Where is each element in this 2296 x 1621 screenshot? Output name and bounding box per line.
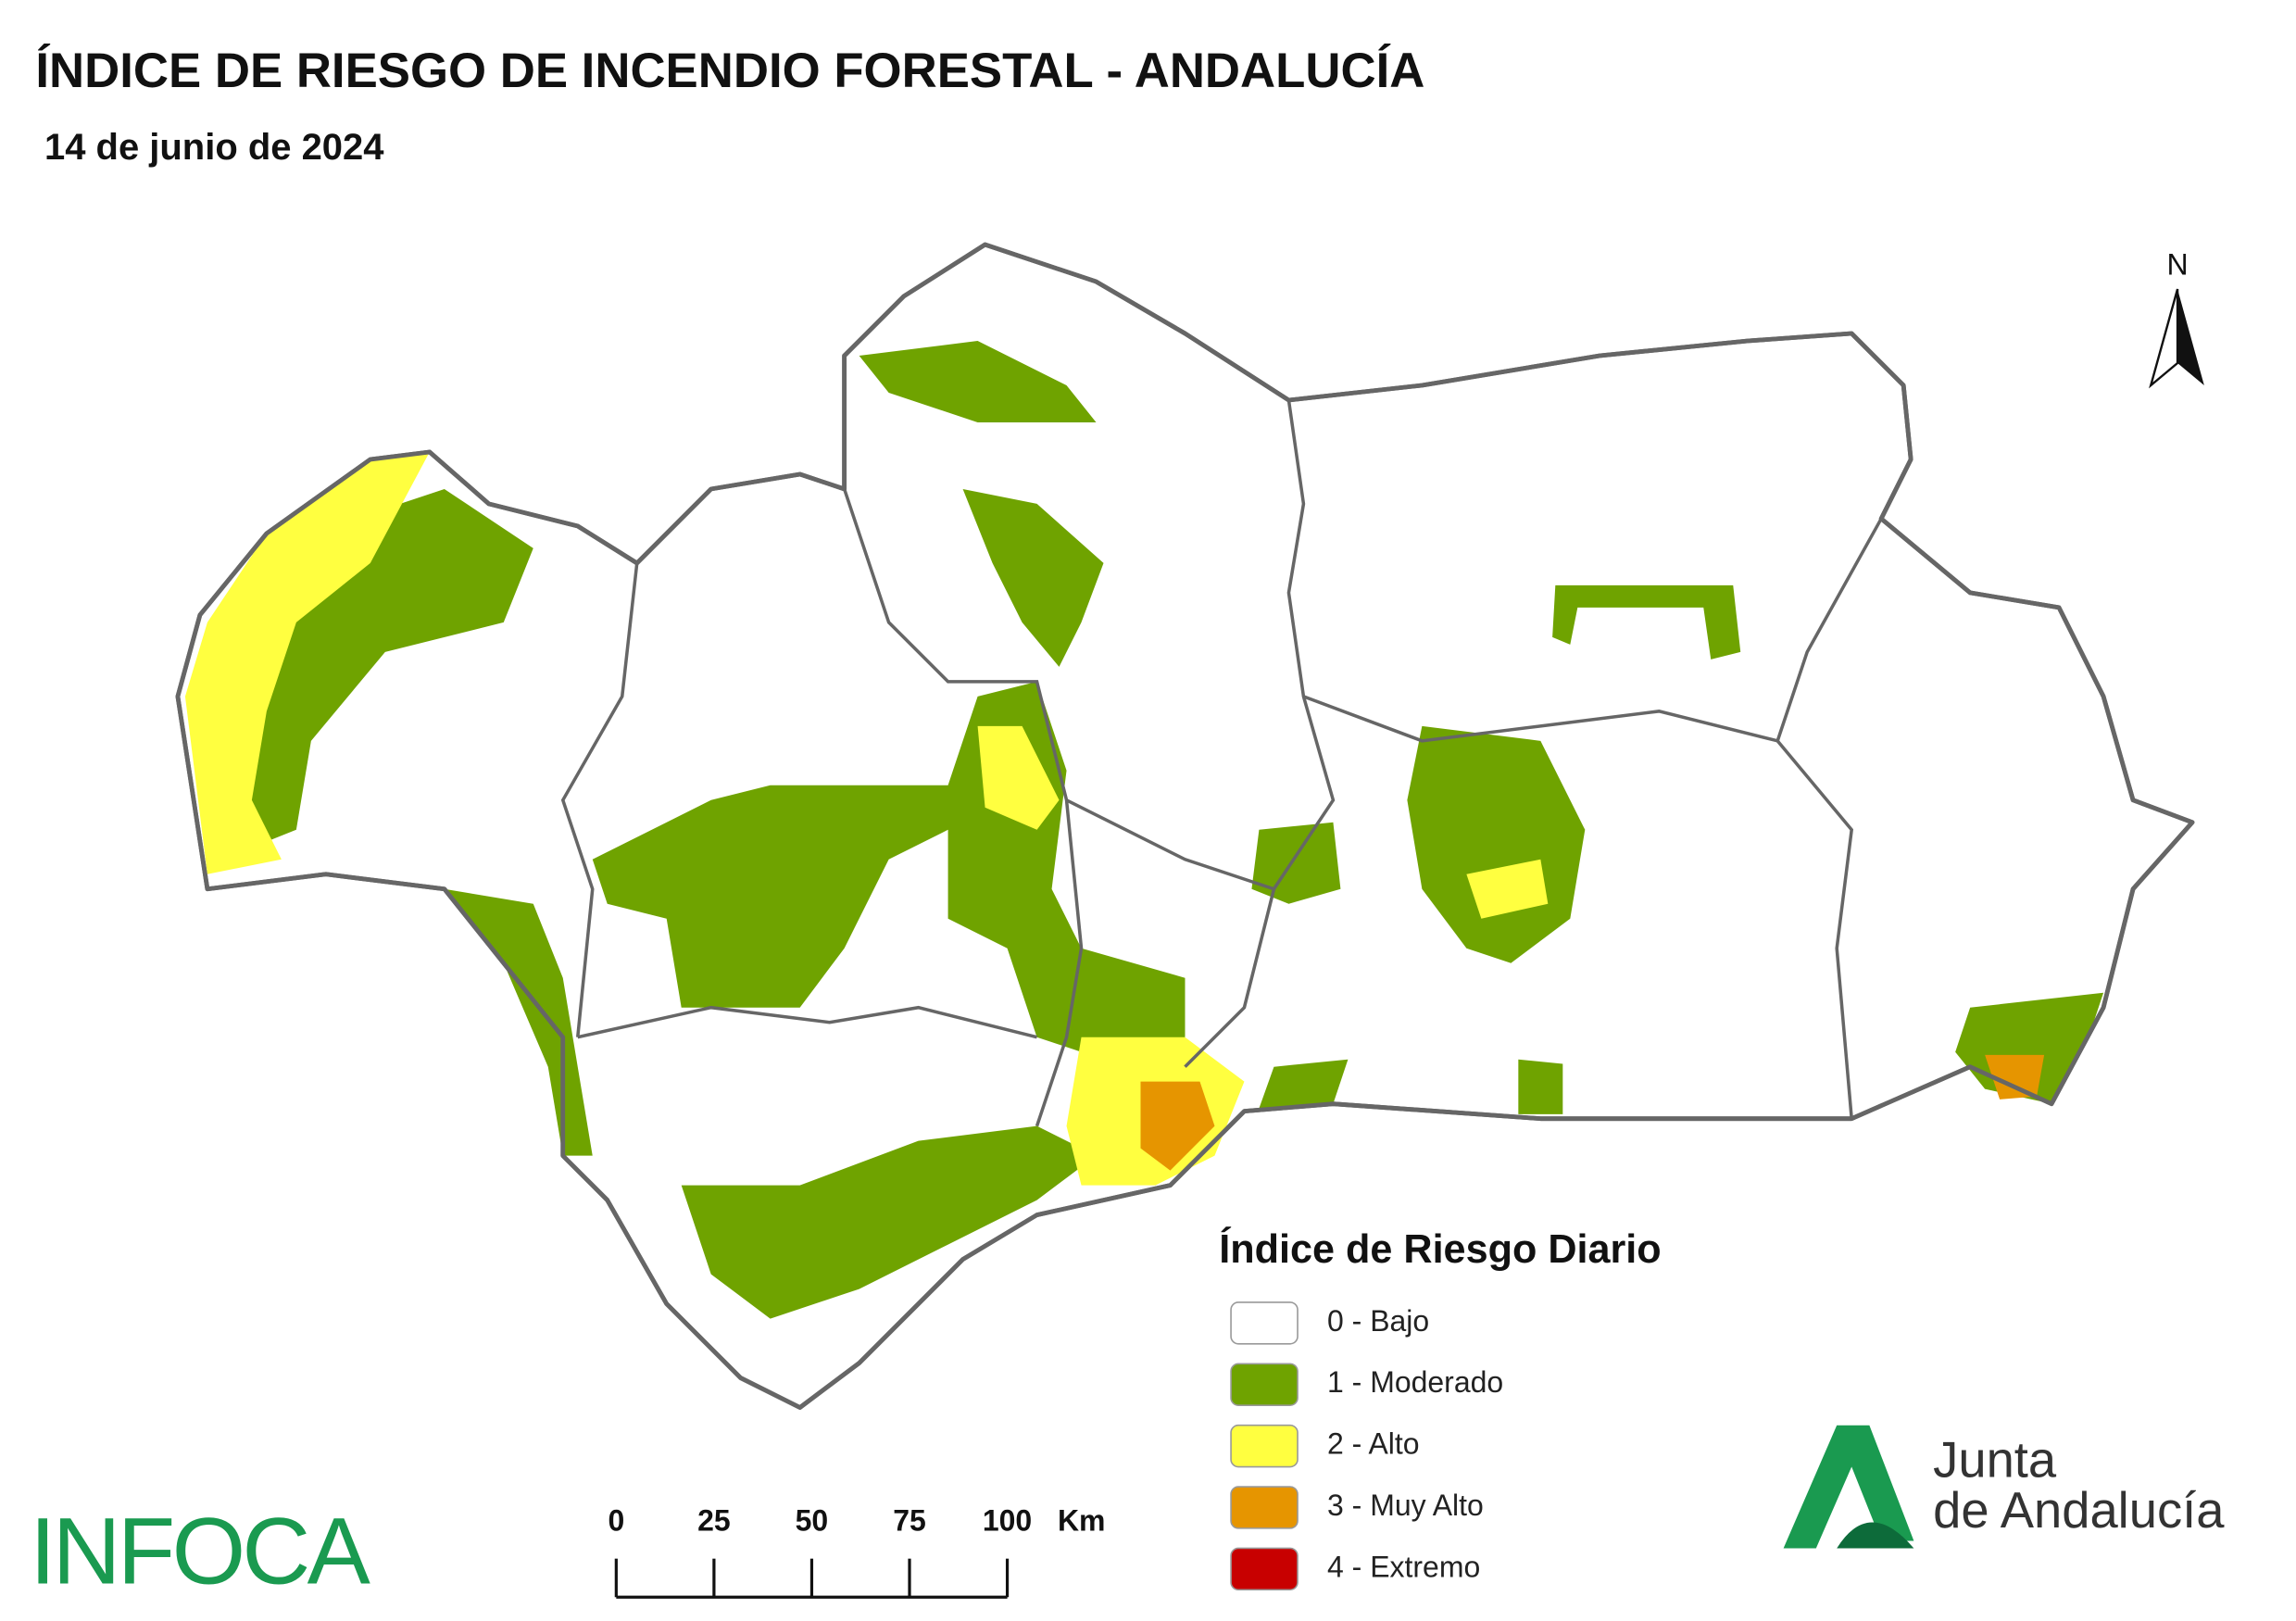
moderate-area [1552,584,1741,660]
moderate-area [1518,1059,1563,1114]
legend-label: 4 - Extremo [1327,1550,1480,1583]
province-borders [560,399,1883,1127]
moderate-area [444,888,593,1156]
very-high-area [1140,1081,1215,1171]
scale-bar-label: 100 [983,1504,1032,1538]
legend-label: 1 - Moderado [1327,1365,1503,1399]
junta-name: de Andalucía [1933,1482,2225,1539]
legend-swatch [1230,1547,1299,1591]
scale-bar-label: 25 [697,1504,731,1538]
legend-swatch [1230,1363,1299,1406]
legend-label: 2 - Alto [1327,1427,1420,1461]
region-outline-stroke [175,242,2195,1410]
scale-bar: 0 25 50 75 100 Km [608,1504,1106,1599]
province-border [1184,399,1336,1068]
legend-label: 0 - Bajo [1327,1304,1429,1338]
province-border [560,562,639,1037]
scale-bar-label: 75 [893,1504,926,1538]
moderate-area [1251,822,1341,904]
scale-bar-label: 50 [796,1504,829,1538]
junta-name: Junta [1933,1432,2057,1489]
moderate-area [1259,1059,1349,1109]
high-area [184,451,430,874]
legend-swatch [1230,1301,1299,1345]
north-label: N [2167,247,2189,281]
province-border [1302,518,1883,743]
date: 14 de junio de 2024 [44,127,384,168]
high-area [977,725,1060,830]
province-border [1775,739,1854,1119]
risk-areas [184,341,2104,1319]
infoca-logo: INFOCA [30,1498,371,1604]
junta-logo-mark [1837,1522,1914,1549]
province-border [842,488,1084,1127]
legend-swatch [1230,1486,1299,1529]
title: ÍNDICE DE RIESGO DE INCENDIO FORESTAL - … [35,43,1424,98]
moderate-area [962,488,1104,667]
scale-bar-unit: Km [1058,1504,1106,1538]
junta-logo-mark [1783,1425,1914,1549]
legend-label: 3 - Muy Alto [1327,1489,1484,1522]
very-high-area [1985,1054,2045,1100]
north-arrow-left [2149,288,2179,389]
high-area [1466,859,1549,919]
region-map [175,242,2195,1410]
legend-swatch [1230,1424,1299,1468]
moderate-area [681,1125,1097,1319]
province-border [577,1005,1037,1039]
legend-title: Índice de Riesgo Diario [1219,1227,1661,1272]
province-border [1065,798,1275,891]
moderate-area [859,341,1097,422]
scale-bar-label: 0 [608,1504,624,1538]
legend: 0 - Bajo 1 - Moderado 2 - Alto 3 - Muy Alto… [1230,1301,1503,1591]
junta-logo: Junta de Andalucía [1783,1425,2225,1549]
